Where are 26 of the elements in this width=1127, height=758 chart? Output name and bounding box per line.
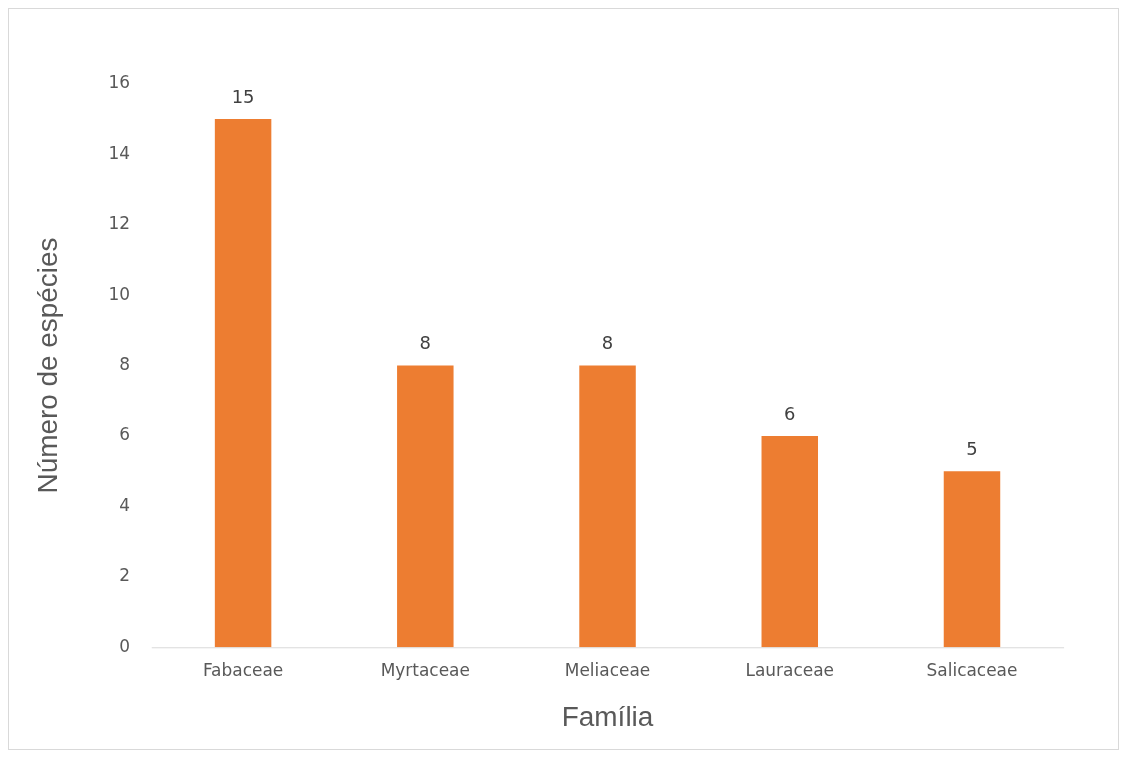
x-axis-title: Família <box>561 700 654 732</box>
data-label: 6 <box>784 402 796 424</box>
bar <box>397 365 454 648</box>
y-tick-label: 14 <box>108 142 131 163</box>
bar <box>579 365 636 648</box>
y-tick-label: 2 <box>119 565 131 586</box>
bar <box>943 471 1001 648</box>
data-label: 8 <box>601 332 614 354</box>
data-label: 5 <box>966 437 978 459</box>
x-tick-label: Lauraceae <box>745 659 835 680</box>
bar <box>761 435 819 648</box>
y-tick-label: 10 <box>108 283 131 304</box>
y-tick-label: 6 <box>119 424 131 445</box>
data-label: 8 <box>419 332 432 354</box>
y-tick-label: 16 <box>108 72 131 93</box>
bar <box>214 119 272 648</box>
y-tick-label: 4 <box>119 494 131 515</box>
data-label: 15 <box>231 85 255 107</box>
x-tick-label: Salicaceae <box>926 659 1018 680</box>
x-tick-label: Myrtaceae <box>380 659 470 680</box>
y-tick-label: 8 <box>119 353 131 374</box>
y-tick-label: 12 <box>108 213 131 234</box>
y-axis-title: Número de espécies <box>32 237 64 494</box>
x-tick-label: Meliaceae <box>564 659 651 680</box>
y-tick-label: 0 <box>119 635 131 656</box>
x-tick-label: Fabaceae <box>202 659 284 680</box>
